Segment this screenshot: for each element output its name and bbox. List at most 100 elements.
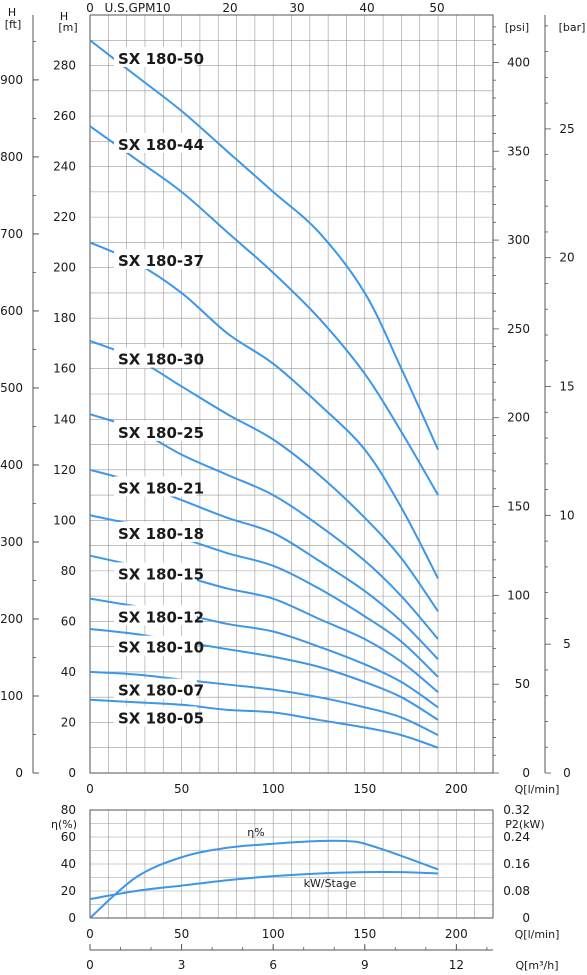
efficiency-curve-label: η% (247, 826, 264, 839)
curve-label-bg (114, 562, 197, 583)
curve-label: SX 180-50 (118, 50, 204, 68)
p2-tick-label: 0 (522, 911, 530, 925)
p2-tick-label: 0.16 (503, 857, 530, 871)
ft-tick-label: 100 (0, 689, 23, 703)
curve-kw-stage (89, 870, 439, 901)
bar-tick-label: 5 (563, 637, 571, 651)
curve-label-bg (114, 46, 197, 67)
psi-tick-label: 200 (507, 411, 530, 425)
curve-label-group: SX 180-05 (114, 706, 204, 727)
y-tick-label: 20 (61, 884, 76, 898)
curve-label-group: SX 180-30 (114, 347, 204, 369)
x-tick-label: 150 (353, 782, 376, 796)
y-tick-label: 80 (61, 803, 76, 817)
curve-sx-180-50 (89, 39, 439, 450)
y-tick-label: 140 (53, 412, 76, 426)
psi-tick-label: 350 (507, 144, 530, 158)
y-axis-label: η(%) (51, 818, 77, 831)
y-tick-label: 20 (61, 715, 76, 729)
curve-label-group: SX 180-21 (114, 476, 204, 497)
bar-axis-unit: [bar] (559, 21, 586, 34)
curve-label-group: SX 180-37 (114, 249, 204, 270)
y-tick-label: 180 (53, 311, 76, 325)
gpm-tick-label: 0 (86, 1, 94, 15)
curve-label-bg (114, 605, 197, 626)
upper-plot-frame (89, 14, 494, 774)
ft-tick-label: 800 (0, 150, 23, 164)
x-axis-label: Q[l/min] (515, 783, 560, 796)
psi-tick-label: 50 (515, 677, 530, 691)
curve-label: SX 180-37 (118, 252, 204, 270)
x-tick-label: 50 (174, 782, 189, 796)
power-curve-label: kW/Stage (304, 877, 357, 890)
curve-label: SX 180-05 (118, 709, 204, 727)
gpm-tick-label: 50 (429, 1, 444, 15)
curve-sx-180-07 (89, 670, 439, 737)
ft-axis-label: H (8, 6, 16, 19)
psi-tick-label: 100 (507, 588, 530, 602)
psi-tick-label: 250 (507, 322, 530, 336)
y-tick-label: 280 (53, 59, 76, 73)
ft-tick-label: 600 (0, 304, 23, 318)
y-tick-label: 0 (68, 911, 76, 925)
curve-label: SX 180-30 (118, 351, 204, 369)
ft-tick-label: 0 (15, 766, 23, 780)
y-tick-label: 40 (61, 665, 76, 679)
curve-label-group: SX 180-18 (114, 521, 204, 543)
y-tick-label: 80 (61, 564, 76, 578)
curve-label: SX 180-18 (118, 525, 204, 543)
ft-tick-label: 400 (0, 458, 23, 472)
x-tick-label: 150 (353, 927, 376, 941)
curve-- (89, 839, 439, 919)
m3h-axis-label: Q[m³/h] (515, 959, 558, 972)
curve-label-bg (114, 347, 197, 368)
curve-label-group: SX 180-15 (114, 562, 204, 583)
lower-plot-frame (89, 809, 494, 919)
ft-tick-label: 900 (0, 73, 23, 87)
curve-label-bg (114, 521, 197, 542)
x-tick-label: 100 (262, 782, 285, 796)
curve-label: SX 180-25 (118, 424, 204, 442)
curve-label-group: SX 180-25 (114, 420, 204, 442)
y-tick-label: 60 (61, 614, 76, 628)
efficiency-grid (89, 809, 494, 919)
curve-label-bg (114, 678, 197, 699)
m3h-tick-label: 12 (449, 958, 464, 972)
ft-tick-label: 200 (0, 612, 23, 626)
gpm-tick-label: 20 (222, 1, 237, 15)
y-tick-label: 200 (53, 261, 76, 275)
curve-label-group: SX 180-10 (114, 635, 204, 657)
curve-label: SX 180-15 (118, 565, 204, 583)
curve-label: SX 180-07 (118, 682, 204, 700)
bar-tick-label: 0 (563, 766, 571, 780)
curve-sx-180-05 (89, 698, 439, 749)
m3h-tick-label: 9 (361, 958, 369, 972)
curve-label-bg (114, 132, 197, 153)
y-tick-label: 260 (53, 109, 76, 123)
x-tick-label: 200 (445, 782, 468, 796)
y-tick-label: 220 (53, 210, 76, 224)
curve-label-bg (114, 476, 197, 497)
p2-tick-label: 0.32 (503, 803, 530, 817)
gpm-tick-label: 40 (359, 1, 374, 15)
m3h-tick-label: 3 (178, 958, 186, 972)
psi-tick-label: 400 (507, 55, 530, 69)
y-tick-label: 120 (53, 463, 76, 477)
gpm-tick-label: 10 (155, 1, 170, 15)
curve-label-bg (114, 635, 197, 656)
x-tick-label: 200 (445, 927, 468, 941)
gpm-tick-label: 30 (289, 1, 304, 15)
gpm-axis-label: U.S.GPM (105, 1, 156, 15)
curve-label-bg (114, 706, 197, 727)
p2-axis-label: P2(kW) (505, 818, 544, 831)
curve-labels: SX 180-50 SX 180-44 SX 180-37 SX 180-30 SX 1… (114, 46, 357, 890)
ft-axis-unit: [ft] (5, 18, 22, 31)
x-tick-label: 0 (86, 927, 94, 941)
bar-tick-label: 15 (559, 380, 574, 394)
curve-sx-180-44 (89, 125, 439, 496)
curve-label: SX 180-44 (118, 136, 204, 154)
curve-label-group: SX 180-07 (114, 678, 204, 700)
x-tick-label: 100 (262, 927, 285, 941)
curve-sx-180-37 (89, 241, 439, 579)
psi-tick-label: 0 (522, 766, 530, 780)
